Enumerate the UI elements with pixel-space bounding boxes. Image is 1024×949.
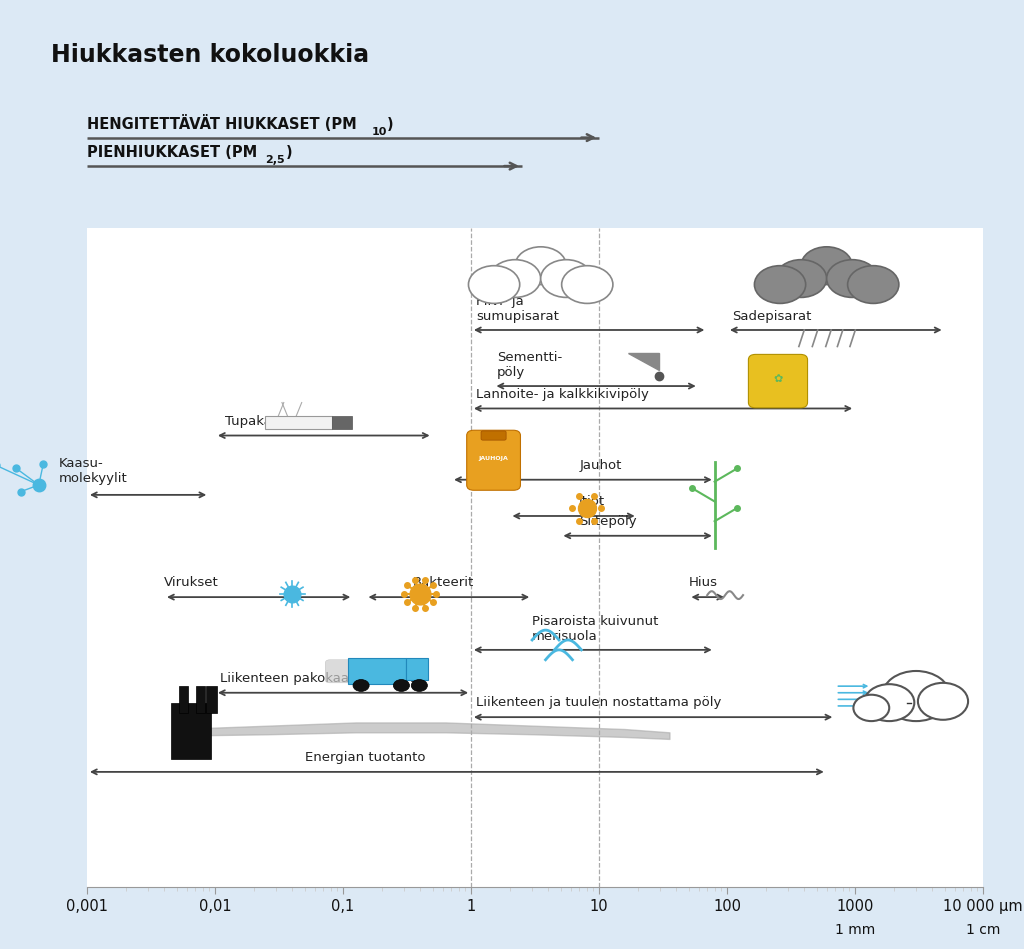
FancyBboxPatch shape <box>467 430 520 491</box>
FancyBboxPatch shape <box>179 686 188 713</box>
Text: 1 cm: 1 cm <box>966 923 1000 938</box>
Circle shape <box>489 260 541 297</box>
FancyBboxPatch shape <box>265 416 332 429</box>
Circle shape <box>541 260 592 297</box>
Text: 2,5: 2,5 <box>265 155 285 165</box>
Text: Sadepisarat: Sadepisarat <box>732 310 812 324</box>
Circle shape <box>801 247 852 285</box>
Text: ): ) <box>387 117 393 132</box>
Circle shape <box>775 260 826 297</box>
Text: Liikenteen pakokaasupäästöt: Liikenteen pakokaasupäästöt <box>220 672 415 685</box>
Circle shape <box>882 671 950 721</box>
Text: HENGITETTÄVÄT HIUKKASET (PM: HENGITETTÄVÄT HIUKKASET (PM <box>87 115 356 132</box>
Text: Jauhot: Jauhot <box>580 458 622 472</box>
Circle shape <box>864 684 914 721</box>
FancyBboxPatch shape <box>481 431 506 440</box>
FancyBboxPatch shape <box>171 702 211 758</box>
Circle shape <box>826 260 878 297</box>
Text: Bakteerit: Bakteerit <box>413 576 474 589</box>
Text: JAUHOJA: JAUHOJA <box>478 456 509 461</box>
Text: ): ) <box>286 145 292 160</box>
FancyBboxPatch shape <box>406 658 428 679</box>
Text: Kaasu-
molekyylit: Kaasu- molekyylit <box>58 457 127 485</box>
Circle shape <box>515 247 566 285</box>
Text: Siitepöly: Siitepöly <box>580 515 637 528</box>
FancyBboxPatch shape <box>326 660 352 683</box>
FancyBboxPatch shape <box>196 686 205 713</box>
Text: Pilvi- ja
sumupisarat: Pilvi- ja sumupisarat <box>476 295 559 324</box>
Circle shape <box>561 266 613 304</box>
Text: Liikenteen ja tuulen nostattama pöly: Liikenteen ja tuulen nostattama pöly <box>476 697 722 709</box>
Text: 10: 10 <box>372 126 387 137</box>
Text: Itiöt: Itiöt <box>580 495 605 508</box>
Text: Tupakansavu: Tupakansavu <box>225 415 312 428</box>
Circle shape <box>853 695 889 721</box>
FancyBboxPatch shape <box>348 658 406 684</box>
Polygon shape <box>628 353 658 369</box>
Text: Energian tuotanto: Energian tuotanto <box>304 751 425 764</box>
Text: ✿: ✿ <box>773 375 782 384</box>
Circle shape <box>918 683 968 719</box>
Text: Hiukkasten kokoluokkia: Hiukkasten kokoluokkia <box>51 43 370 66</box>
FancyBboxPatch shape <box>332 416 352 429</box>
Circle shape <box>412 679 427 692</box>
Circle shape <box>393 679 410 692</box>
Text: Lannoite- ja kalkkikivipöly: Lannoite- ja kalkkikivipöly <box>476 387 649 400</box>
Text: Pisaroista kuivunut
merisuola: Pisaroista kuivunut merisuola <box>532 615 658 643</box>
Text: Sementti-
pöly: Sementti- pöly <box>498 351 562 380</box>
FancyBboxPatch shape <box>207 686 217 713</box>
Text: Hius: Hius <box>688 576 718 589</box>
Circle shape <box>848 266 899 304</box>
Circle shape <box>755 266 806 304</box>
Circle shape <box>353 679 370 692</box>
Text: Virukset: Virukset <box>164 576 219 589</box>
Text: 1 mm: 1 mm <box>835 923 876 938</box>
Text: PIENHIUKKASET (PM: PIENHIUKKASET (PM <box>87 145 257 160</box>
Circle shape <box>468 266 520 304</box>
FancyBboxPatch shape <box>749 354 808 408</box>
